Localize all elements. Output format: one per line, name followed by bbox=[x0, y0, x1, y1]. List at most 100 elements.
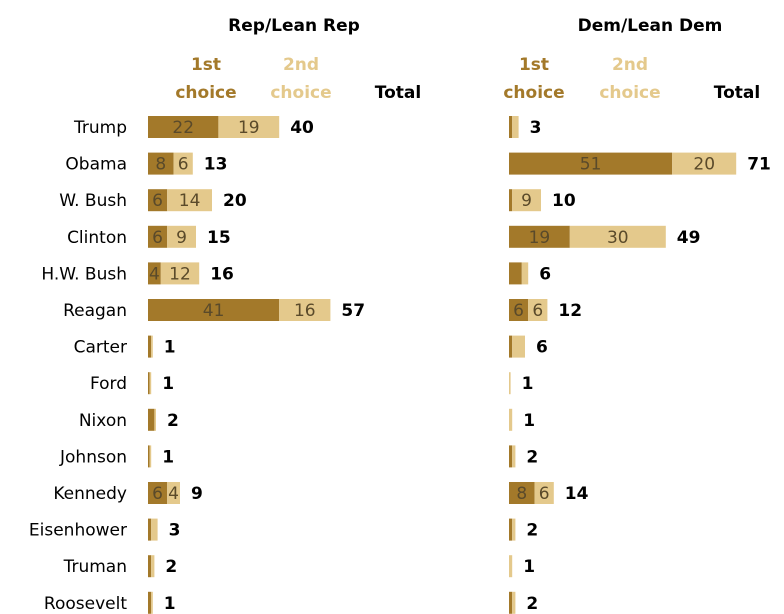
total-label: 1 bbox=[162, 374, 174, 394]
bar-first-label: 8 bbox=[516, 484, 527, 504]
total-label: 3 bbox=[530, 118, 542, 138]
total-label: 1 bbox=[164, 594, 176, 614]
total-label: 2 bbox=[167, 411, 179, 431]
bar-first-label: 41 bbox=[203, 301, 225, 321]
bar-second-label: 19 bbox=[238, 118, 260, 138]
bar-first-choice bbox=[509, 299, 529, 321]
bar-first-choice bbox=[148, 408, 155, 431]
bar-first-label: 8 bbox=[155, 155, 166, 175]
total-label: 15 bbox=[207, 228, 231, 248]
bar-second-choice bbox=[149, 372, 152, 395]
header-second-line1: 2nd bbox=[283, 55, 319, 75]
bar-second-choice bbox=[509, 372, 511, 395]
bar-first-choice bbox=[509, 591, 513, 614]
bar-first-choice bbox=[509, 445, 513, 468]
bar-first-label: 6 bbox=[152, 228, 163, 248]
category-label: Roosevelt bbox=[44, 594, 127, 614]
bar-second-choice bbox=[509, 408, 513, 431]
bar-second-label: 6 bbox=[539, 484, 550, 504]
bar-first-choice bbox=[509, 152, 673, 175]
bar-first-choice bbox=[509, 116, 513, 138]
bar-second-label: 30 bbox=[607, 228, 629, 248]
header-first-line1: 1st bbox=[519, 55, 549, 75]
category-label: Carter bbox=[74, 338, 127, 358]
category-label: Clinton bbox=[67, 228, 127, 248]
bar-second-label: 6 bbox=[532, 301, 543, 321]
header-total: Total bbox=[375, 83, 421, 103]
category-label: Reagan bbox=[63, 301, 127, 321]
bar-first-choice bbox=[148, 116, 219, 138]
category-label: W. Bush bbox=[59, 191, 127, 211]
bar-first-choice bbox=[509, 335, 513, 358]
bar-second-label: 4 bbox=[168, 484, 179, 504]
bar-first-choice bbox=[509, 518, 513, 541]
total-label: 1 bbox=[523, 411, 535, 431]
total-label: 20 bbox=[223, 191, 247, 211]
bar-second-choice bbox=[151, 518, 158, 541]
total-label: 2 bbox=[165, 557, 177, 577]
category-label: Nixon bbox=[79, 411, 127, 431]
total-label: 16 bbox=[210, 264, 234, 284]
bar-first-label: 22 bbox=[172, 118, 194, 138]
bar-second-choice bbox=[149, 445, 152, 468]
header-second-line2: choice bbox=[599, 83, 660, 103]
category-label: Trump bbox=[73, 118, 127, 138]
bar-second-choice bbox=[569, 225, 666, 248]
header-first-line2: choice bbox=[175, 83, 236, 103]
bar-first-label: 51 bbox=[580, 155, 602, 175]
bar-second-choice bbox=[521, 262, 529, 285]
bar-second-label: 16 bbox=[294, 301, 316, 321]
bar-first-choice bbox=[148, 189, 168, 212]
header-total: Total bbox=[714, 83, 760, 103]
bar-second-label: 20 bbox=[693, 155, 715, 175]
total-label: 71 bbox=[747, 155, 771, 175]
total-label: 40 bbox=[290, 118, 314, 138]
total-label: 6 bbox=[539, 264, 551, 284]
bar-second-choice bbox=[512, 335, 525, 358]
category-label: Johnson bbox=[59, 447, 127, 467]
bar-second-choice bbox=[167, 225, 196, 248]
total-label: 1 bbox=[162, 447, 174, 467]
total-label: 9 bbox=[191, 484, 203, 504]
bar-second-choice bbox=[151, 591, 153, 614]
bar-first-choice bbox=[509, 225, 570, 248]
bar-first-choice bbox=[148, 482, 168, 504]
bar-second-choice bbox=[151, 555, 155, 578]
bar-second-choice bbox=[528, 299, 548, 321]
bar-second-choice bbox=[512, 189, 541, 212]
total-label: 2 bbox=[526, 521, 538, 541]
bar-second-choice bbox=[672, 152, 737, 175]
total-label: 2 bbox=[526, 447, 538, 467]
bar-second-choice bbox=[160, 262, 200, 285]
bar-second-choice bbox=[167, 482, 180, 504]
bar-second-choice bbox=[173, 152, 193, 175]
bar-first-choice bbox=[148, 335, 152, 358]
category-label: Truman bbox=[63, 557, 127, 577]
total-label: 10 bbox=[552, 191, 576, 211]
total-label: 12 bbox=[558, 301, 582, 321]
bar-first-choice bbox=[148, 152, 174, 175]
bar-first-choice bbox=[148, 372, 150, 395]
bar-first-choice bbox=[148, 445, 150, 468]
bar-first-label: 4 bbox=[149, 264, 160, 284]
header-second-line2: choice bbox=[270, 83, 331, 103]
bar-second-label: 6 bbox=[178, 155, 189, 175]
total-label: 3 bbox=[169, 521, 181, 541]
panel-title: Rep/Lean Rep bbox=[228, 16, 360, 36]
bar-first-label: 19 bbox=[529, 228, 551, 248]
total-label: 13 bbox=[204, 155, 228, 175]
bar-second-choice bbox=[151, 335, 153, 358]
bar-second-choice bbox=[218, 116, 280, 138]
bar-first-choice bbox=[148, 591, 152, 614]
bar-first-choice bbox=[148, 555, 152, 578]
bar-second-choice bbox=[512, 518, 516, 541]
total-label: 1 bbox=[164, 338, 176, 358]
total-label: 49 bbox=[677, 228, 701, 248]
bar-first-label: 6 bbox=[152, 484, 163, 504]
total-label: 14 bbox=[565, 484, 589, 504]
bar-second-label: 9 bbox=[521, 191, 532, 211]
category-label: H.W. Bush bbox=[41, 264, 127, 284]
bar-first-choice bbox=[509, 189, 513, 212]
